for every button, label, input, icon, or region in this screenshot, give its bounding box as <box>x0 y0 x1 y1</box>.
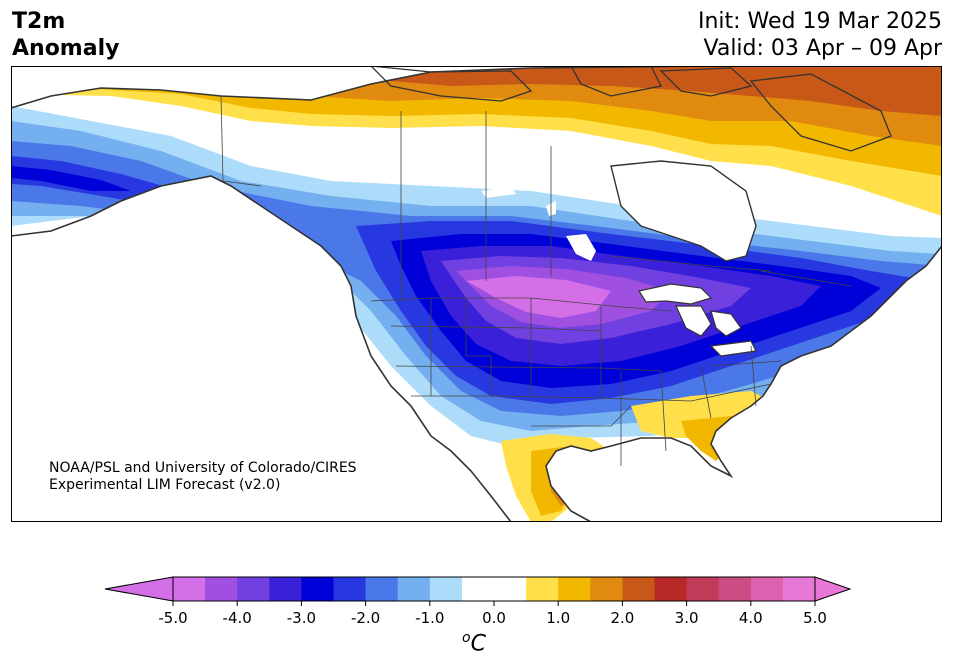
map-title: T2m Anomaly <box>12 8 119 62</box>
colorbar-swatch <box>397 577 431 601</box>
arctic-islands <box>370 66 892 152</box>
colorbar-swatch <box>365 577 399 601</box>
colorbar-swatch <box>205 577 238 601</box>
unit-text: C <box>470 631 486 657</box>
colorbar-swatch <box>750 577 784 601</box>
colorbar-over-arrow <box>814 576 852 602</box>
colorbar-swatch <box>782 577 816 601</box>
credit-line-1: NOAA/PSL and University of Colorado/CIRE… <box>49 460 357 476</box>
colorbar-swatch <box>590 577 623 601</box>
colorbar-swatch <box>269 577 302 601</box>
init-date: Init: Wed 19 Mar 2025 <box>697 9 942 34</box>
colorbar: -5.0 -4.0 -3.0 -2.0 -1.0 0.0 1.0 2.0 3.0 4.0 5.0 <box>104 576 852 627</box>
colorbar-tick-label: -2.0 <box>351 609 380 627</box>
colorbar-tick-label: -4.0 <box>223 609 252 627</box>
colorbar-tick-label: 1.0 <box>546 609 570 627</box>
title-line-1: T2m <box>12 9 66 34</box>
forecast-dates: Init: Wed 19 Mar 2025 Valid: 03 Apr – 09… <box>698 8 942 62</box>
colorbar-swatch <box>429 577 463 601</box>
colorbar-tick-label: -1.0 <box>415 609 444 627</box>
great-lakes <box>638 283 757 357</box>
hudson-bay <box>610 160 757 262</box>
colorbar-tick-label: 3.0 <box>675 609 699 627</box>
valid-date: Valid: 03 Apr – 09 Apr <box>703 36 943 61</box>
colorbar-swatch <box>558 577 591 601</box>
colorbar-swatches <box>104 576 852 602</box>
colorbar-tick-label: 0.0 <box>482 609 506 627</box>
map-frame <box>11 66 942 522</box>
colorbar-swatch <box>333 577 367 601</box>
colorbar-swatch <box>622 577 655 601</box>
colorbar-tick-label: -5.0 <box>158 609 187 627</box>
colorbar-ticks: -5.0 -4.0 -3.0 -2.0 -1.0 0.0 1.0 2.0 3.0 4.0 5.0 <box>158 601 827 627</box>
unit-degree-symbol: o <box>462 630 471 646</box>
colorbar-swatch <box>173 577 206 601</box>
colorbar-swatch <box>526 577 559 601</box>
unit-label: oC <box>462 630 486 656</box>
colorbar-tick-label: 2.0 <box>610 609 634 627</box>
canadian-lakes <box>481 186 596 261</box>
colorbar-swatch <box>301 577 334 601</box>
colorbar-tick-label: -3.0 <box>287 609 316 627</box>
credit-line-2: Experimental LIM Forecast (v2.0) <box>49 477 281 493</box>
title-line-2: Anomaly <box>12 36 120 61</box>
colorbar-swatch <box>686 577 720 601</box>
temperature-anomaly-map <box>11 66 942 522</box>
credit-text: NOAA/PSL and University of Colorado/CIRE… <box>49 460 357 494</box>
colorbar-swatch <box>237 577 270 601</box>
colorbar-swatch <box>718 577 752 601</box>
coastline <box>11 66 942 522</box>
colorbar-under-arrow <box>104 576 174 602</box>
colorbar-tick-label: 4.0 <box>739 609 763 627</box>
colorbar-tick-label: 5.0 <box>803 609 827 627</box>
political-borders <box>220 95 852 466</box>
colorbar-swatch <box>654 577 688 601</box>
colorbar-swatch <box>461 577 527 601</box>
